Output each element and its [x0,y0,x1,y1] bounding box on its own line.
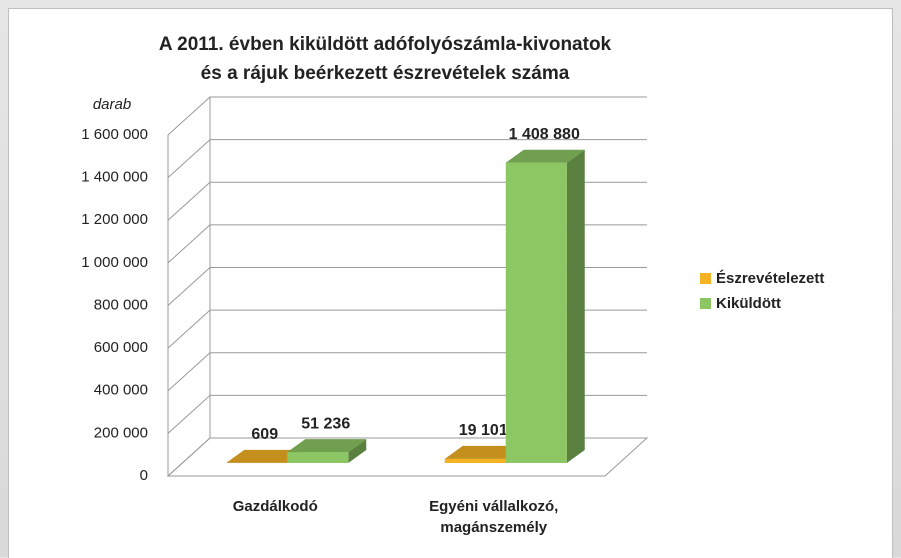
chart-title: A 2011. évben kiküldött adófolyószámla-k… [159,34,612,55]
bar-front [506,163,567,463]
y-tick-label: 400 000 [94,382,148,399]
y-tick-label: 1 000 000 [81,254,148,271]
y-axis-label: darab [93,96,131,113]
x-tick-label: Gazdálkodó [190,496,360,517]
bar [506,150,585,463]
y-tick-label: 800 000 [94,296,148,313]
legend-swatch [700,298,711,309]
x-tick-label: Egyéni vállalkozó, magánszemély [409,496,579,538]
legend-label: Kiküldött [716,295,781,312]
legend-label: Észrevételezett [716,270,824,287]
data-label: 51 236 [301,415,350,432]
y-tick-label: 1 200 000 [81,211,148,228]
y-tick-label: 200 000 [94,424,148,441]
bar-front [287,452,348,463]
chart-subtitle: és a rájuk beérkezett észrevételek száma [201,63,570,84]
data-label: 1 408 880 [509,126,580,143]
data-label: 19 101 [459,422,508,439]
bar-side [567,150,585,463]
legend-swatch [700,273,711,284]
y-tick-label: 600 000 [94,339,148,356]
y-tick-label: 0 [140,467,148,484]
bar-front [445,459,506,463]
y-tick-label: 1 600 000 [81,126,148,143]
y-tick-label: 1 400 000 [81,169,148,186]
data-label: 609 [251,426,278,443]
